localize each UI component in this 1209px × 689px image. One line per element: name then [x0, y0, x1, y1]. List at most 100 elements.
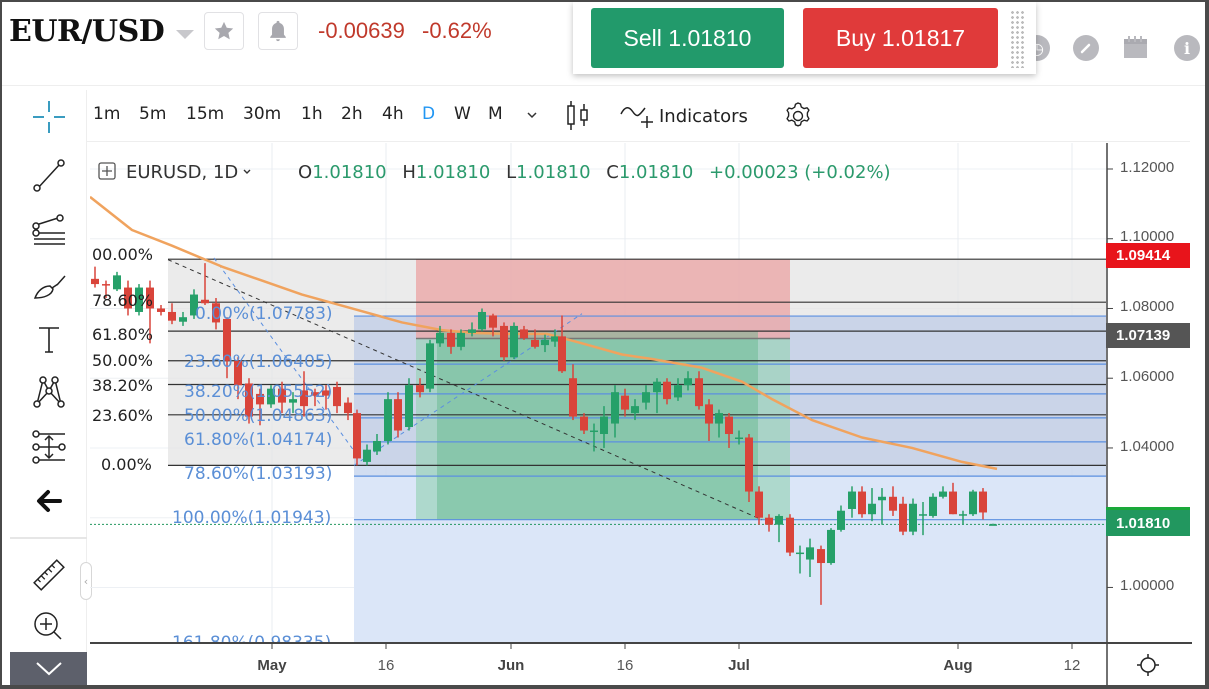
axis-settings-icon[interactable]: [1136, 653, 1160, 677]
legend-close-label: C: [606, 162, 619, 183]
timeframe-5m[interactable]: 5m: [139, 104, 167, 124]
info-icon[interactable]: i: [1174, 35, 1200, 61]
zoom-in-icon: [34, 612, 62, 640]
indicators-label: Indicators: [659, 105, 748, 127]
fib-level-label: 23.60%: [92, 406, 154, 425]
legend-open: 1.01810: [312, 162, 387, 183]
timeframe-4h[interactable]: 4h: [382, 104, 404, 124]
pattern-tool[interactable]: [28, 370, 70, 412]
favorite-button[interactable]: [204, 12, 244, 50]
text-icon: [39, 327, 59, 353]
date-tick: 16: [377, 657, 395, 674]
expand-legend-icon[interactable]: [98, 162, 116, 180]
fib-level-label: 00.00%: [92, 245, 154, 264]
timeframe-w[interactable]: W: [454, 104, 471, 124]
crosshair-icon: [33, 101, 65, 133]
drawing-toolbar: [10, 90, 87, 685]
more-tools-button[interactable]: [10, 652, 87, 685]
gauge-icon[interactable]: [1073, 35, 1099, 61]
timeframe-d[interactable]: D: [422, 104, 436, 124]
calendar-icon[interactable]: [1123, 35, 1148, 59]
hide-toolbar-toggle[interactable]: ‹: [80, 562, 92, 600]
indicators-icon: [620, 107, 653, 128]
chevron-down-icon: [35, 661, 62, 675]
price-tick: 1.04000: [1120, 438, 1175, 455]
chart-toolbar: 1m 5m 15m 30m 1h 2h 4h D W M Indicators: [87, 90, 1190, 142]
trade-panel: Sell 1.01810 Buy 1.01817: [573, 2, 1036, 74]
pattern-icon: [33, 376, 65, 408]
price-tick: 1.06000: [1120, 368, 1175, 385]
measure-tool[interactable]: [28, 554, 70, 596]
legend-low: 1.01810: [516, 162, 591, 183]
prediction-tool[interactable]: [28, 426, 70, 468]
date-tick: May: [257, 657, 287, 674]
candles-chart-type-icon[interactable]: [565, 100, 591, 132]
timeframe-15m[interactable]: 15m: [186, 104, 225, 124]
fib-ext-label: 78.60%(1.03193): [184, 464, 333, 484]
chart-legend: EURUSD, 1D O1.01810 H1.01810 L1.01810 C1…: [98, 162, 891, 183]
ruler-icon: [33, 559, 65, 591]
date-tick: 12: [1063, 657, 1081, 674]
zoom-in-tool[interactable]: [28, 606, 70, 648]
date-tick: 16: [616, 657, 634, 674]
symbol-dropdown-icon[interactable]: [176, 30, 194, 39]
indicators-button[interactable]: Indicators: [619, 100, 748, 132]
alert-button[interactable]: [258, 12, 298, 50]
price-tick: 1.12000: [1120, 159, 1175, 176]
symbol-title: EUR/USD: [9, 14, 165, 49]
text-tool[interactable]: [28, 318, 70, 360]
date-tick: Jun: [497, 657, 525, 674]
date-tick: Aug: [943, 657, 973, 674]
fib-ext-label: 38.20%(1.05552): [184, 382, 333, 402]
drag-handle-icon[interactable]: [1010, 10, 1024, 68]
pitchfork-tool[interactable]: [28, 208, 70, 250]
fib-ext-label: 0.00%(1.07783): [195, 304, 333, 324]
fib-level-label: 78.60%: [92, 291, 154, 310]
price-tick: 1.10000: [1120, 228, 1175, 245]
legend-chevron-icon[interactable]: [242, 168, 252, 176]
entry-price-label: 1.07139: [1106, 323, 1190, 348]
fib-ext-label: 100.00%(1.01943): [172, 508, 332, 528]
timeframe-2h[interactable]: 2h: [341, 104, 363, 124]
date-tick: Jul: [728, 657, 750, 674]
timeframe-1h[interactable]: 1h: [301, 104, 323, 124]
fib-ext-label: 61.80%(1.04174): [184, 430, 333, 450]
fib-level-label: 0.00%: [101, 455, 152, 474]
price-tick: 1.00000: [1120, 577, 1175, 594]
fib-ext-label: 23.60%(1.06405): [184, 352, 333, 372]
star-icon: [214, 21, 234, 40]
price-change-abs: -0.00639: [318, 18, 405, 43]
back-tool[interactable]: [28, 480, 70, 522]
legend-close: 1.01810: [618, 162, 694, 183]
stop-loss-price-label: 1.09414: [1106, 243, 1190, 268]
prediction-icon: [32, 430, 66, 464]
pitchfork-icon: [32, 214, 65, 245]
settings-gear-icon[interactable]: [782, 100, 814, 132]
legend-open-label: O: [298, 162, 313, 183]
gauge-needle-icon: [1080, 43, 1091, 54]
timeframe-1m[interactable]: 1m: [93, 104, 121, 124]
legend-change: +0.00023 (+0.02%): [709, 162, 891, 183]
fib-level-label: 61.80%: [92, 325, 154, 344]
brush-icon: [33, 275, 66, 299]
fib-ext-label: 161.80%(0.98335): [172, 633, 331, 642]
price-tick: 1.08000: [1120, 298, 1175, 315]
toolbar-divider: [10, 537, 87, 539]
crosshair-tool[interactable]: [28, 96, 70, 138]
timeframe-30m[interactable]: 30m: [243, 104, 282, 124]
legend-high: 1.01810: [415, 162, 491, 183]
fib-ext-label: 50.00%(1.04863): [184, 406, 333, 426]
header: EUR/USD -0.00639 -0.62% ◷ i Sell 1.01810…: [2, 2, 1205, 86]
fib-level-label: 38.20%: [92, 376, 154, 395]
trend-line-tool[interactable]: [28, 154, 70, 196]
buy-button[interactable]: Buy 1.01817: [803, 8, 998, 68]
legend-high-label: H: [402, 162, 416, 183]
timeframe-more-chevron-icon[interactable]: [525, 110, 539, 120]
legend-symbol[interactable]: EURUSD, 1D: [126, 162, 239, 183]
last-price-label: 1.01810: [1106, 507, 1190, 536]
timeframe-m[interactable]: M: [488, 104, 503, 124]
sell-button[interactable]: Sell 1.01810: [591, 8, 784, 68]
brush-tool[interactable]: [28, 264, 70, 306]
